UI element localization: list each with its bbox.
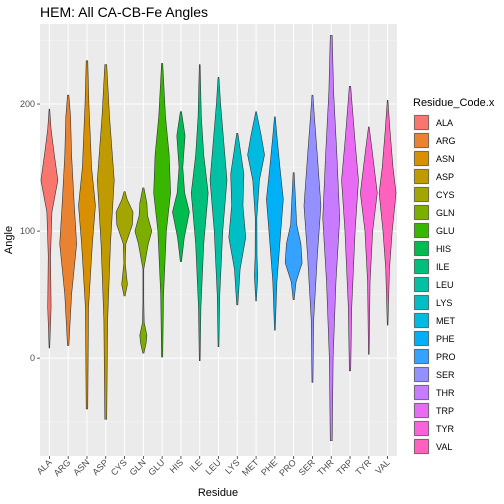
x-tick-label: GLN <box>128 457 148 477</box>
legend-label-his: HIS <box>436 244 451 254</box>
x-tick-label: HIS <box>168 457 186 475</box>
legend-label-val: VAL <box>436 442 452 452</box>
legend-label-asp: ASP <box>436 172 454 182</box>
legend-label-lys: LYS <box>436 298 452 308</box>
violin-phe <box>266 116 284 331</box>
legend-label-tyr: TYR <box>436 424 455 434</box>
legend-swatch-leu <box>414 277 429 292</box>
violin-ile <box>190 64 209 362</box>
legend-label-cys: CYS <box>436 190 455 200</box>
legend-label-pro: PRO <box>436 352 456 362</box>
violin-leu <box>209 77 228 348</box>
legend-swatch-trp <box>414 403 429 418</box>
x-tick-label: ALA <box>35 457 54 476</box>
x-tick-label: TRP <box>335 457 355 477</box>
violin-lys <box>228 132 247 306</box>
x-tick-label: LEU <box>203 457 222 476</box>
legend-swatch-gln <box>414 205 429 220</box>
x-tick-label: MET <box>240 457 261 478</box>
legend-swatch-met <box>414 313 429 328</box>
x-tick-label: ARG <box>52 457 73 478</box>
x-tick-label: ILE <box>187 457 204 474</box>
legend-swatch-arg <box>414 133 429 148</box>
legend-label-phe: PHE <box>436 334 455 344</box>
legend-label-trp: TRP <box>436 406 454 416</box>
violin-tyr <box>360 126 378 355</box>
legend-label-arg: ARG <box>436 136 456 146</box>
violin-his <box>172 111 190 262</box>
legend-label-thr: THR <box>436 388 455 398</box>
violin-glu <box>153 63 171 358</box>
violin-gln <box>134 187 153 354</box>
violin-ala <box>40 108 59 349</box>
violin-pro <box>284 172 303 301</box>
y-tick-label: 200 <box>20 99 35 109</box>
legend-label-ile: ILE <box>436 262 450 272</box>
legend-label-gln: GLN <box>436 208 455 218</box>
y-axis-title: Angle <box>3 226 15 254</box>
y-tick-label: 0 <box>30 353 35 363</box>
violin-cys <box>115 191 134 297</box>
legend-swatch-asn <box>414 151 429 166</box>
violins <box>40 35 397 442</box>
legend-swatch-ala <box>414 115 429 130</box>
legend-swatch-pro <box>414 349 429 364</box>
x-tick-label: VAL <box>373 457 392 476</box>
legend-label-glu: GLU <box>436 226 455 236</box>
x-tick-label: PHE <box>259 457 279 477</box>
legend-swatch-ser <box>414 367 429 382</box>
legend-label-asn: ASN <box>436 154 455 164</box>
violin-val <box>378 99 397 326</box>
violin-asn <box>78 60 96 410</box>
legend: Residue_Code.x ALA ARG ASN ASP CYS GLN GLU HIS I… <box>413 97 495 455</box>
legend-swatch-phe <box>414 331 429 346</box>
x-tick-label: LYS <box>223 457 242 476</box>
legend-swatch-tyr <box>414 421 429 436</box>
x-tick-label: PRO <box>277 457 298 478</box>
legend-title: Residue_Code.x <box>413 97 495 109</box>
violin-trp <box>341 85 359 372</box>
violin-asp <box>97 64 115 420</box>
legend-swatch-thr <box>414 385 429 400</box>
violin-arg <box>59 94 77 346</box>
violin-thr <box>322 35 340 442</box>
x-tick-label: SER <box>297 457 318 478</box>
x-tick-label: TYR <box>353 457 373 477</box>
x-tick-label: THR <box>315 457 336 478</box>
legend-swatch-val <box>414 439 429 454</box>
legend-swatch-asp <box>414 169 429 184</box>
x-tick-label: ASP <box>90 457 110 477</box>
legend-label-leu: LEU <box>436 280 454 290</box>
y-tick-label: 100 <box>20 226 35 236</box>
legend-swatch-glu <box>414 223 429 238</box>
x-axis-title: Residue <box>198 487 238 499</box>
y-axis: 0 100 200 <box>20 99 40 363</box>
legend-swatch-ile <box>414 259 429 274</box>
legend-swatch-cys <box>414 187 429 202</box>
legend-swatch-lys <box>414 295 429 310</box>
legend-label-ser: SER <box>436 370 455 380</box>
legend-swatch-his <box>414 241 429 256</box>
violin-ser <box>303 94 322 383</box>
x-tick-label: ASN <box>71 457 91 477</box>
legend-label-met: MET <box>436 316 456 326</box>
x-tick-label: GLU <box>146 457 166 477</box>
violin-met <box>247 111 265 302</box>
legend-label-ala: ALA <box>436 118 453 128</box>
chart-title: HEM: All CA-CB-Fe Angles <box>40 4 208 20</box>
x-tick-label: CYS <box>109 457 129 477</box>
